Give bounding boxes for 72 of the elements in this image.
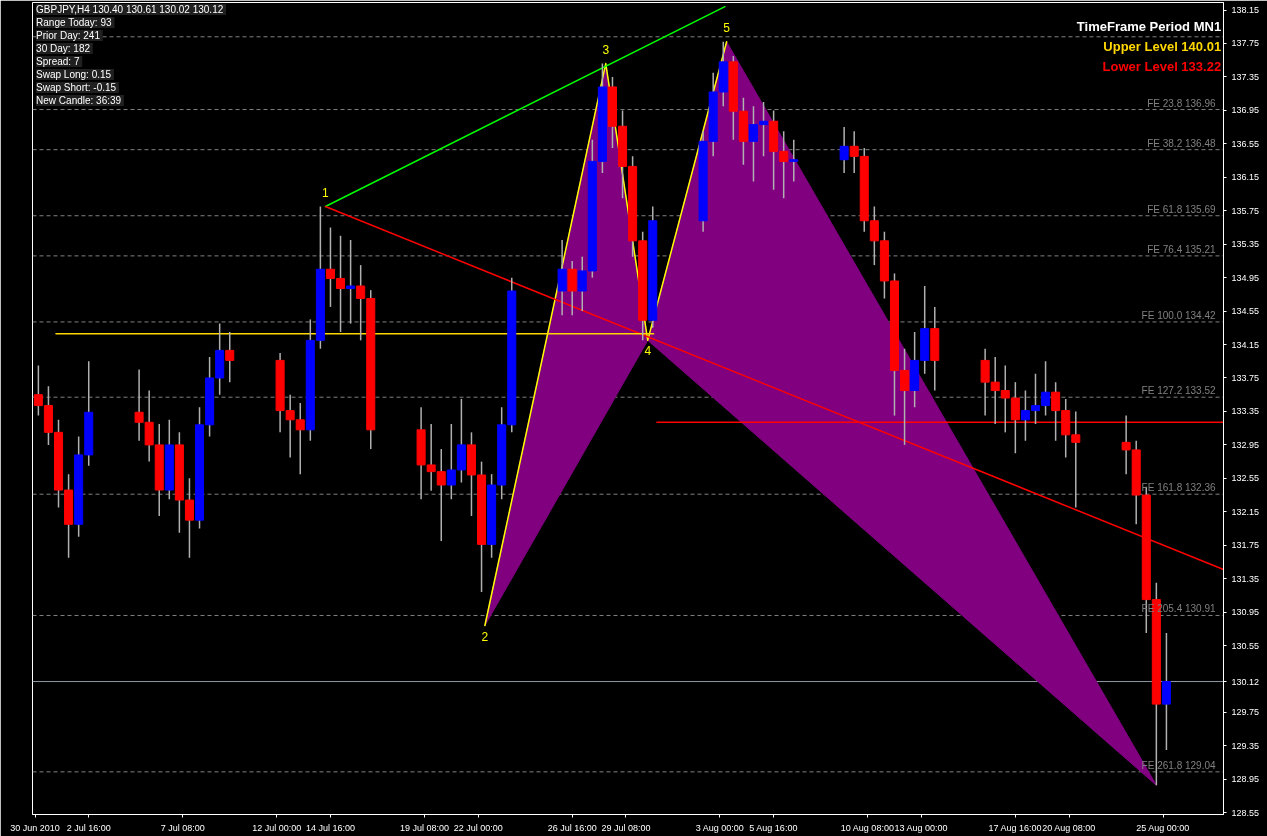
x-tick-label: 19 Jul 08:00 bbox=[399, 822, 449, 833]
x-tick-label: 29 Jul 08:00 bbox=[601, 822, 651, 833]
y-tick-label: 132.95 bbox=[1231, 439, 1260, 450]
annotation: 1 bbox=[322, 185, 330, 200]
candlestick bbox=[225, 331, 235, 383]
ref-line-label: FE 38.2 136.48 bbox=[1147, 137, 1216, 149]
y-tick-label: 137.35 bbox=[1231, 71, 1260, 82]
annotation: Spread: 7 bbox=[36, 56, 80, 68]
annotation: Range Today: 93 bbox=[36, 17, 112, 29]
y-tick-label: 130.12 bbox=[1231, 676, 1260, 687]
x-tick-label: 17 Aug 16:00 bbox=[988, 822, 1042, 833]
y-tick-label: 129.35 bbox=[1231, 740, 1260, 751]
annotation: 30 Day: 182 bbox=[36, 43, 91, 55]
y-tick-label: 134.15 bbox=[1231, 339, 1260, 350]
candlestick bbox=[1161, 632, 1171, 751]
x-tick-label: 13 Aug 00:00 bbox=[894, 822, 948, 833]
y-tick-label: 131.35 bbox=[1231, 573, 1260, 584]
y-tick-label: 133.75 bbox=[1231, 372, 1260, 383]
ref-line-label: FE 161.8 132.36 bbox=[1141, 482, 1216, 494]
y-tick-label: 134.55 bbox=[1231, 306, 1260, 317]
ref-line-label: FE 61.8 135.69 bbox=[1147, 203, 1216, 215]
y-tick-label: 132.55 bbox=[1231, 473, 1260, 484]
candlestick bbox=[567, 260, 577, 317]
annotation: New Candle: 36:39 bbox=[36, 95, 122, 107]
text: Lower Level 133.22 bbox=[1102, 58, 1222, 74]
y-tick-label: 136.55 bbox=[1231, 138, 1260, 149]
chart-title: GBPJPY,H4 130.40 130.61 130.02 130.12 bbox=[36, 4, 224, 16]
annotation: 2 bbox=[481, 629, 489, 644]
x-tick-label: 20 Aug 08:00 bbox=[1042, 822, 1096, 833]
candlestick bbox=[980, 347, 990, 417]
annotation: 5 bbox=[723, 20, 731, 35]
x-tick-label: 3 Aug 00:00 bbox=[695, 822, 744, 833]
x-tick-label: 12 Jul 00:00 bbox=[252, 822, 302, 833]
ref-line-label: FE 23.8 136.96 bbox=[1147, 97, 1216, 109]
annotation: Prior Day: 241 bbox=[36, 30, 101, 42]
y-tick-label: 130.95 bbox=[1231, 607, 1260, 618]
ref-line-label: FE 100.0 134.42 bbox=[1141, 309, 1216, 321]
x-tick-label: 5 Aug 16:00 bbox=[749, 822, 798, 833]
candlestick bbox=[839, 126, 849, 174]
text: TimeFrame Period MN1 bbox=[1076, 18, 1222, 34]
x-tick-label: 30 Jun 2010 bbox=[10, 822, 60, 833]
x-tick-label: 22 Jul 00:00 bbox=[453, 822, 503, 833]
x-tick-label: 10 Aug 08:00 bbox=[840, 822, 894, 833]
x-tick-label: 26 Jul 16:00 bbox=[547, 822, 597, 833]
y-tick-label: 132.15 bbox=[1231, 506, 1260, 517]
y-tick-label: 138.15 bbox=[1231, 5, 1260, 16]
annotation: 3 bbox=[602, 42, 610, 57]
annotation: 4 bbox=[644, 344, 652, 359]
y-tick-label: 128.95 bbox=[1231, 774, 1260, 785]
x-tick-label: 14 Jul 16:00 bbox=[305, 822, 355, 833]
y-tick-label: 131.75 bbox=[1231, 540, 1260, 551]
x-tick-label: 7 Jul 08:00 bbox=[160, 822, 205, 833]
candlestick bbox=[789, 138, 799, 183]
x-tick-label: 2 Jul 16:00 bbox=[66, 822, 111, 833]
annotation: Upper Level 140.01 bbox=[1103, 38, 1222, 54]
x-tick-label: 25 Aug 00:00 bbox=[1136, 822, 1190, 833]
y-tick-label: 129.75 bbox=[1231, 707, 1260, 718]
y-tick-label: 135.35 bbox=[1231, 239, 1260, 250]
y-tick-label: 133.35 bbox=[1231, 406, 1260, 417]
candlestick bbox=[346, 239, 356, 325]
annotation: Swap Short: -0.15 bbox=[36, 82, 117, 94]
annotation: Swap Long: 0.15 bbox=[36, 69, 112, 81]
y-tick-label: 134.95 bbox=[1231, 272, 1260, 283]
y-tick-label: 135.75 bbox=[1231, 205, 1260, 216]
ref-line-label: FE 76.4 135.21 bbox=[1147, 243, 1216, 255]
y-tick-label: 137.75 bbox=[1231, 38, 1260, 49]
y-tick-label: 136.95 bbox=[1231, 105, 1260, 116]
y-tick-label: 128.55 bbox=[1231, 807, 1260, 818]
y-tick-label: 136.15 bbox=[1231, 172, 1260, 183]
ref-line-label: FE 127.2 133.52 bbox=[1141, 385, 1216, 397]
candlestick bbox=[557, 239, 567, 317]
y-tick-label: 130.55 bbox=[1231, 640, 1260, 651]
